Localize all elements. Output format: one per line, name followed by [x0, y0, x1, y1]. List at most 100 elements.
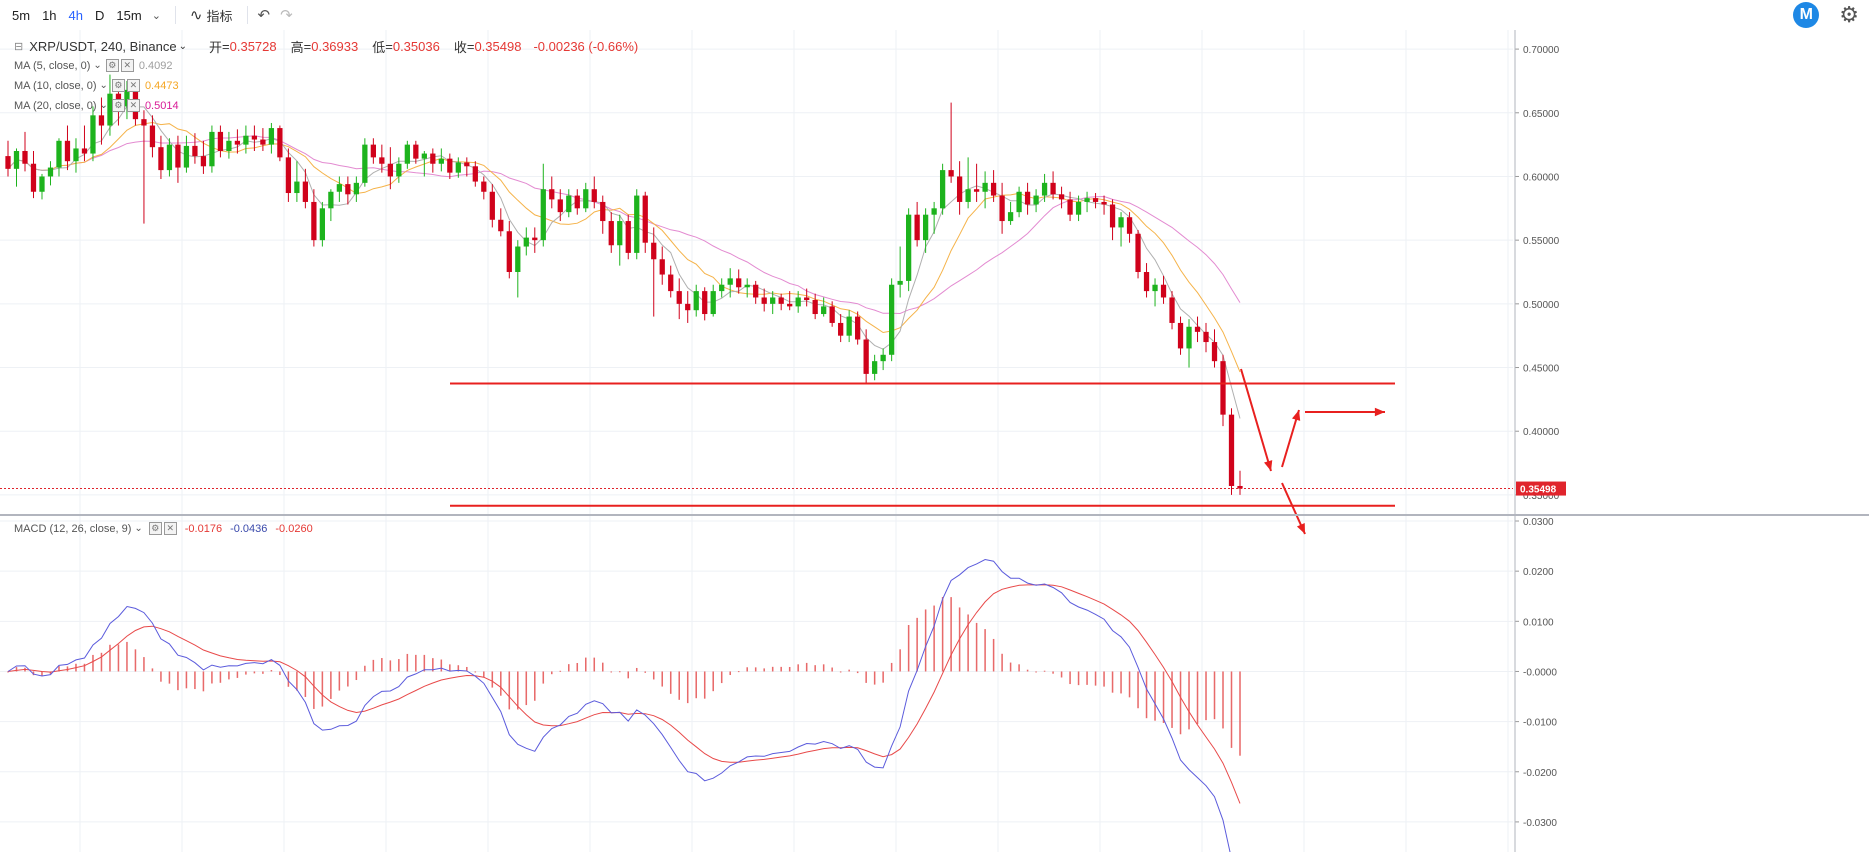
- candle-body: [931, 208, 937, 215]
- candle-body: [1160, 284, 1167, 298]
- candle-body: [770, 297, 776, 304]
- macd-histogram-bar: [992, 638, 995, 672]
- macd-histogram-bar: [907, 625, 910, 672]
- candle-body: [226, 140, 232, 151]
- ma5-label[interactable]: MA (5, close, 0): [14, 59, 91, 72]
- macd-histogram-bar: [610, 671, 613, 673]
- close-icon[interactable]: ✕: [163, 522, 177, 535]
- candle-body: [523, 237, 529, 247]
- candle-body: [498, 219, 504, 232]
- candle-body: [608, 221, 614, 246]
- chevron-down-icon[interactable]: ⌄: [93, 60, 102, 71]
- macd-histogram-bar: [1043, 670, 1046, 672]
- settings-icon[interactable]: ⚙: [111, 99, 125, 112]
- macd-histogram-bar: [924, 609, 927, 672]
- toolbar: 5m 1h 4h D 15m ⌄ ∿ 指标 ↶ ↷ M ⚙: [0, 0, 1869, 30]
- candle-body: [1126, 217, 1133, 234]
- candle-body: [761, 297, 767, 304]
- candle-body: [1050, 182, 1056, 195]
- macd-value-3: -0.0260: [275, 522, 313, 535]
- close-value: 0.35498: [474, 39, 522, 54]
- redo-icon[interactable]: ↷: [280, 7, 293, 24]
- macd-histogram-bar: [177, 671, 179, 691]
- macd-histogram-bar: [797, 664, 799, 672]
- arrow-down-head: [1264, 460, 1273, 471]
- macd-histogram-bar: [1179, 671, 1182, 735]
- interval-1h[interactable]: 1h: [42, 7, 57, 23]
- candle-body: [209, 131, 215, 167]
- close-icon[interactable]: ✕: [126, 79, 140, 92]
- macd-histogram-bar: [568, 664, 570, 672]
- collapse-icon[interactable]: ⊟: [14, 41, 24, 53]
- macd-histogram-bar: [194, 671, 196, 690]
- gear-icon[interactable]: ⚙: [1839, 2, 1859, 27]
- settings-icon[interactable]: ⚙: [148, 522, 162, 535]
- ma20-label[interactable]: MA (20, close, 0): [14, 99, 97, 112]
- interval-d[interactable]: D: [95, 7, 105, 23]
- undo-icon[interactable]: ↶: [257, 7, 271, 24]
- chevron-down-icon[interactable]: ⌄: [134, 523, 143, 534]
- ma10-line: [7, 121, 1241, 373]
- macd-histogram-bar: [58, 666, 60, 672]
- candle-body: [1220, 361, 1226, 415]
- candle-body: [591, 189, 597, 202]
- interval-4h[interactable]: 4h: [68, 7, 83, 23]
- macd-histogram-bar: [1188, 671, 1190, 730]
- symbol-title[interactable]: XRP/USDT, 240, Binance: [29, 39, 177, 54]
- close-icon[interactable]: ✕: [126, 99, 140, 112]
- macd-histogram-bar: [839, 671, 842, 673]
- macd-histogram-bar: [534, 671, 536, 701]
- candle-body: [625, 221, 631, 253]
- macd-histogram-bar: [669, 671, 672, 694]
- macd-histogram-bar: [635, 667, 638, 672]
- candle-body: [659, 259, 665, 275]
- candle-body: [617, 221, 623, 246]
- macd-histogram-bar: [1137, 671, 1139, 709]
- ma20-path: [7, 135, 1241, 315]
- settings-icon[interactable]: ⚙: [105, 59, 119, 72]
- macd-histogram-bar: [551, 671, 553, 675]
- macd-histogram-bar: [228, 671, 230, 680]
- settings-icon[interactable]: ⚙: [111, 79, 125, 92]
- grid-lines: [0, 30, 1513, 852]
- candle-body: [574, 195, 580, 209]
- interval-15m[interactable]: 15m: [116, 7, 142, 23]
- macd-histogram-bar: [593, 657, 596, 672]
- close-icon[interactable]: ✕: [120, 59, 134, 72]
- candle-body: [956, 176, 963, 202]
- chevron-down-icon[interactable]: ⌄: [99, 100, 108, 111]
- indicators-button[interactable]: ∿ 指标: [190, 6, 233, 25]
- macd-histogram-bar: [627, 671, 630, 679]
- candle-body: [234, 140, 241, 145]
- macd-histogram-bar: [941, 597, 944, 672]
- macd-histogram-bar: [576, 662, 579, 672]
- candle-body: [158, 147, 164, 171]
- brand-logo-icon[interactable]: M: [1793, 2, 1820, 28]
- macd-histogram-bar: [1145, 671, 1148, 719]
- macd-histogram-bar: [296, 671, 298, 691]
- macd-histogram-bar: [398, 659, 400, 672]
- price-tick-label: 0.45000: [1523, 364, 1560, 375]
- macd-histogram-bar: [415, 654, 417, 672]
- candle-body: [1135, 233, 1141, 272]
- macd-histogram-bar: [916, 617, 918, 672]
- candle-body: [1033, 195, 1039, 205]
- macd-histogram-bar: [474, 671, 477, 673]
- candle-body: [387, 163, 393, 177]
- price-tick-label: 0.50000: [1523, 300, 1560, 311]
- macd-histogram-bar: [66, 666, 69, 672]
- candle-body: [1007, 212, 1014, 222]
- candle-body: [872, 361, 878, 374]
- chevron-down-icon[interactable]: ⌄: [99, 80, 108, 91]
- chevron-down-icon[interactable]: ⌄: [151, 9, 161, 22]
- macd-histogram-bar: [788, 666, 791, 672]
- price-chart[interactable]: 0.70000 0.65000 0.60000 0.55000 0.50000 0.450…: [0, 30, 1869, 852]
- chevron-down-icon[interactable]: ⌄: [178, 41, 188, 52]
- candle-body: [1194, 326, 1201, 332]
- macd-label[interactable]: MACD (12, 26, close, 9): [14, 522, 132, 535]
- candle-body: [829, 306, 835, 323]
- interval-5m[interactable]: 5m: [12, 7, 31, 23]
- ma10-label[interactable]: MA (10, close, 0): [14, 79, 97, 92]
- candle-body: [821, 306, 827, 315]
- candle-body: [719, 284, 725, 292]
